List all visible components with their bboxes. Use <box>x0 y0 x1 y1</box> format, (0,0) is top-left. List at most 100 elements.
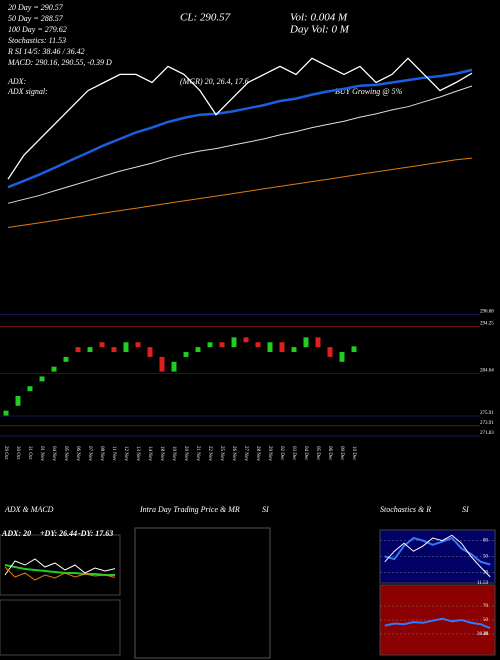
y-tick-label: 30 <box>483 632 489 637</box>
header-label: R SI 14/5: 38.46 / 36.42 <box>7 47 85 56</box>
series-line <box>4 564 115 576</box>
x-tick-label: 04 Nov <box>51 446 56 461</box>
y-tick-label: 50 <box>483 555 489 560</box>
y-tick-label: 294.25 <box>480 322 494 327</box>
x-tick-label: 14 Nov <box>147 446 152 461</box>
candle <box>231 337 237 348</box>
x-tick-label: 06 Dec <box>327 446 332 461</box>
candle <box>51 366 57 372</box>
candle <box>207 342 213 348</box>
value-label: 38.46 <box>477 632 489 637</box>
intraday-title-2: SI <box>262 505 269 514</box>
candle <box>27 386 33 392</box>
x-tick-label: 29 Oct <box>3 446 8 460</box>
header-label: CL: 290.57 <box>180 12 231 24</box>
candle <box>159 356 165 372</box>
intraday-title: Intra Day Trading Price & MR <box>139 505 240 514</box>
header-label: Stochastics: 11.53 <box>8 36 66 45</box>
candle <box>243 337 249 343</box>
x-tick-label: 21 Nov <box>195 446 200 461</box>
series-line <box>384 536 491 566</box>
series-line <box>4 558 116 576</box>
candle <box>315 337 321 348</box>
header-label: 20 Day = 290.57 <box>8 3 64 12</box>
header-label: 50 Day = 288.57 <box>8 14 64 23</box>
candle <box>339 352 345 362</box>
x-tick-label: 07 Nov <box>87 446 92 461</box>
candle <box>75 347 81 353</box>
candle <box>255 342 261 348</box>
candle <box>123 342 129 353</box>
candle <box>183 352 189 357</box>
x-tick-label: 04 Dec <box>303 446 308 461</box>
candle <box>135 342 141 348</box>
x-tick-label: 18 Nov <box>159 446 164 461</box>
y-tick-label: 50 <box>483 618 489 623</box>
series-line <box>7 157 473 228</box>
y-tick-label: 275.91 <box>480 411 494 416</box>
header-label: Vol: 0.004 M <box>290 12 348 24</box>
x-tick-label: 26 Nov <box>231 446 236 461</box>
x-tick-label: 31 Oct <box>27 446 32 460</box>
candle <box>15 396 21 406</box>
x-tick-label: 05 Nov <box>63 446 68 461</box>
header-label: (MGR) 20, 26.4, 17.6 <box>180 77 249 86</box>
x-tick-label: 11 Nov <box>111 446 116 461</box>
panel-label: ADX: 20 <box>1 529 31 538</box>
x-tick-label: 20 Nov <box>183 446 188 461</box>
y-tick-label: 284.64 <box>480 368 494 373</box>
candle <box>267 342 273 353</box>
series-line <box>7 85 473 204</box>
candle <box>219 342 225 348</box>
panel-label: +DY: 26.44 <box>40 529 77 538</box>
candle <box>111 347 117 353</box>
x-tick-label: 28 Nov <box>255 446 260 461</box>
header-label: ADX signal: <box>7 87 48 96</box>
panel-bg <box>0 534 121 596</box>
x-tick-label: 29 Nov <box>267 446 272 461</box>
x-tick-label: 01 Nov <box>39 446 44 461</box>
header-label: 100 Day = 279.62 <box>8 25 67 34</box>
candle <box>3 410 9 416</box>
panel-title: Stochastics & R <box>380 505 431 514</box>
x-tick-label: 06 Nov <box>75 446 80 461</box>
y-tick-label: 80 <box>483 539 489 544</box>
candle <box>87 347 93 353</box>
candle <box>171 361 177 372</box>
series-line <box>7 68 473 189</box>
candle <box>195 347 201 353</box>
x-tick-label: 12 Nov <box>123 446 128 461</box>
value-label: 11.53 <box>477 581 489 586</box>
y-tick-label: 273.91 <box>480 421 494 426</box>
panel-title-2: SI <box>462 505 469 514</box>
x-tick-label: 05 Dec <box>315 446 320 461</box>
header-label: MACD: 290.16, 290.55, -0.39 D <box>7 58 112 67</box>
candle <box>291 347 297 353</box>
x-tick-label: 13 Nov <box>135 446 140 461</box>
x-tick-label: 22 Nov <box>207 446 212 461</box>
x-tick-label: 25 Nov <box>219 446 224 461</box>
x-tick-label: 27 Nov <box>243 446 248 461</box>
x-tick-label: 10 Dec <box>351 446 356 461</box>
series-line <box>384 534 491 578</box>
y-tick-label: 296.68 <box>480 310 494 315</box>
y-tick-label: 271.83 <box>480 431 494 436</box>
header-label: ADX: <box>7 77 27 86</box>
candle <box>279 342 285 353</box>
candle <box>147 347 153 357</box>
x-tick-label: 08 Nov <box>99 446 104 461</box>
panel-label: -DY: 17.63 <box>78 529 113 538</box>
candle <box>327 347 333 357</box>
header-label: BUY Growing @ 5% <box>335 87 403 96</box>
series-line <box>384 617 491 630</box>
candle <box>63 356 69 362</box>
x-tick-label: 02 Dec <box>279 446 284 461</box>
candle <box>351 346 357 353</box>
x-tick-label: 30 Oct <box>15 446 20 460</box>
y-tick-label: 70 <box>483 604 489 609</box>
series-line <box>4 566 116 581</box>
series-line <box>7 57 473 180</box>
x-tick-label: 03 Dec <box>291 446 296 461</box>
